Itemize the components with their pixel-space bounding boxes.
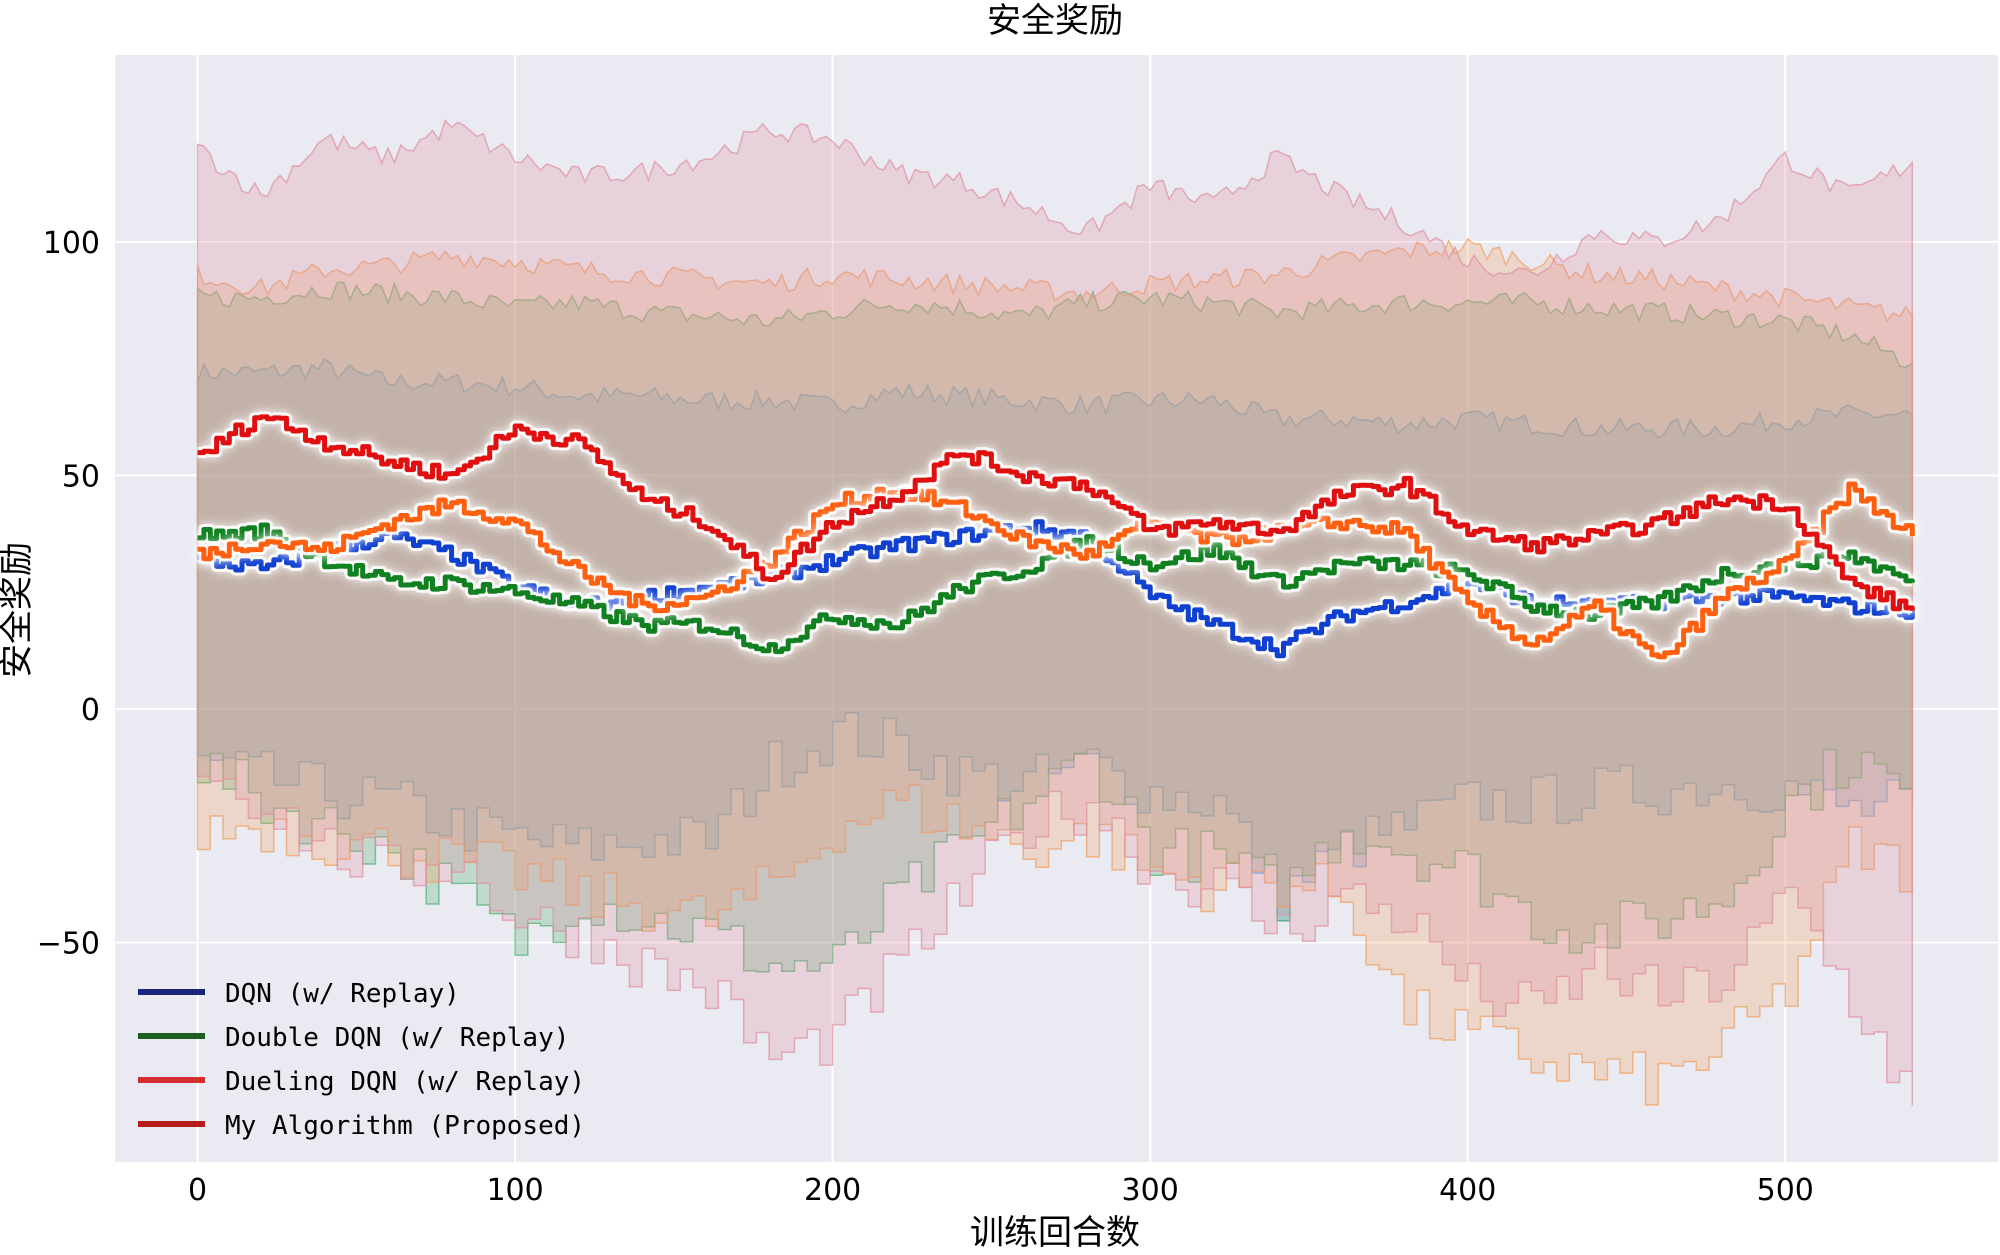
y-tick-label: 100	[43, 226, 100, 261]
x-axis-label: 训练回合数	[970, 1213, 1140, 1251]
legend: DQN (w/ Replay) Double DQN (w/ Replay) Due…	[138, 979, 585, 1141]
x-tick-label: 100	[486, 1173, 543, 1208]
x-tick-label: 0	[188, 1173, 207, 1208]
legend-label: Dueling DQN (w/ Replay)	[225, 1067, 585, 1097]
x-tick-label: 400	[1439, 1173, 1496, 1208]
legend-label: Double DQN (w/ Replay)	[225, 1023, 569, 1053]
x-tick-label: 300	[1122, 1173, 1179, 1208]
legend-label: DQN (w/ Replay)	[225, 979, 460, 1009]
mean-lines	[197, 411, 1918, 663]
confidence-bands	[196, 118, 1914, 1106]
y-tick-label: 50	[62, 459, 100, 494]
legend-label: My Algorithm (Proposed)	[225, 1111, 585, 1141]
x-tick-label: 500	[1757, 1173, 1814, 1208]
y-tick-label: 0	[81, 693, 100, 728]
x-tick-label: 200	[804, 1173, 861, 1208]
tick-labels: 0 100 200 300 400 500 −50 0 50 100	[37, 226, 1814, 1208]
y-axis-label: 安全奖励	[0, 542, 37, 678]
y-tick-label: −50	[37, 926, 100, 961]
confidence-band-3	[196, 118, 1914, 1106]
chart-title: 安全奖励	[987, 1, 1123, 41]
mean-line-3	[197, 414, 1915, 612]
mean-line-2	[197, 481, 1915, 660]
